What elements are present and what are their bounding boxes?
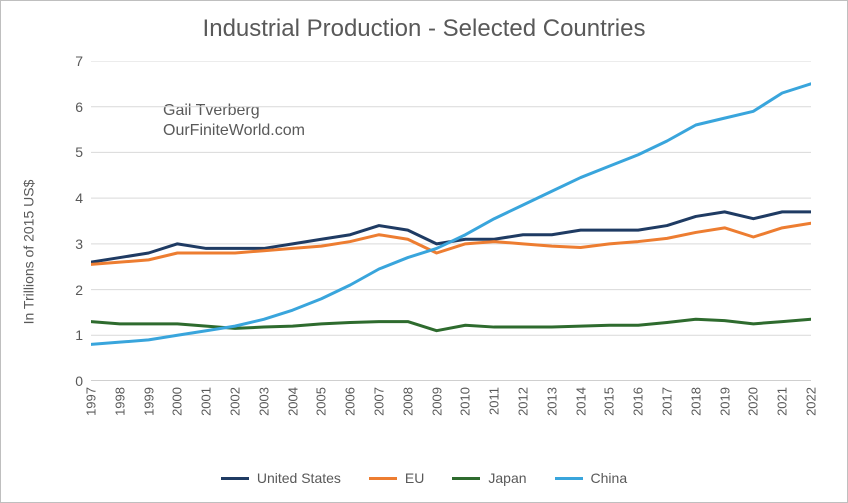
x-tick-label: 1999 <box>141 387 156 416</box>
y-tick-label: 0 <box>75 373 83 389</box>
legend-item: Japan <box>452 470 526 486</box>
x-tick-label: 2007 <box>372 387 387 416</box>
x-tick-label: 2011 <box>487 387 502 415</box>
legend-item: China <box>555 470 628 486</box>
y-tick-label: 6 <box>75 99 83 115</box>
legend-item: EU <box>369 470 424 486</box>
x-tick-label: 2016 <box>631 387 646 416</box>
y-tick-label: 3 <box>75 236 83 252</box>
x-tick-label: 2000 <box>170 387 185 416</box>
legend-item: United States <box>221 470 341 486</box>
y-tick-label: 4 <box>75 190 83 206</box>
x-tick-label: 2020 <box>746 387 761 416</box>
y-axis-label: In Trillions of 2015 US$ <box>20 179 36 324</box>
x-tick-label: 2005 <box>314 387 329 416</box>
y-tick-label: 1 <box>75 327 83 343</box>
x-tick-label: 2021 <box>775 387 790 416</box>
x-tick-label: 2008 <box>400 387 415 416</box>
x-tick-label: 2003 <box>256 387 271 416</box>
x-tick-label: 2012 <box>516 387 531 416</box>
x-tick-label: 2015 <box>602 387 617 416</box>
plot-area: 0123456719971998199920002001200220032004… <box>91 61 811 381</box>
x-tick-label: 1997 <box>84 387 99 416</box>
x-tick-label: 2013 <box>544 387 559 416</box>
legend: United States EU Japan China <box>1 470 847 486</box>
plot-svg <box>91 61 811 381</box>
x-tick-label: 2019 <box>717 387 732 416</box>
y-tick-label: 5 <box>75 144 83 160</box>
legend-swatch <box>452 477 480 480</box>
chart-title: Industrial Production - Selected Countri… <box>1 15 847 43</box>
legend-label: Japan <box>488 470 526 486</box>
x-tick-label: 2009 <box>429 387 444 416</box>
x-tick-label: 2004 <box>285 387 300 416</box>
legend-label: United States <box>257 470 341 486</box>
chart-container: Industrial Production - Selected Countri… <box>0 0 848 503</box>
x-tick-label: 1998 <box>112 387 127 416</box>
x-tick-label: 2002 <box>228 387 243 416</box>
legend-label: EU <box>405 470 424 486</box>
x-tick-label: 2018 <box>688 387 703 416</box>
y-tick-label: 7 <box>75 53 83 69</box>
x-tick-label: 2014 <box>573 387 588 416</box>
legend-swatch <box>555 477 583 480</box>
legend-label: China <box>591 470 628 486</box>
x-tick-label: 2010 <box>458 387 473 416</box>
x-tick-label: 2017 <box>660 387 675 416</box>
legend-swatch <box>221 477 249 480</box>
x-tick-label: 2006 <box>343 387 358 416</box>
legend-swatch <box>369 477 397 480</box>
x-tick-label: 2001 <box>199 387 214 416</box>
series-line <box>91 319 811 330</box>
y-tick-label: 2 <box>75 282 83 298</box>
x-tick-label: 2022 <box>804 387 819 416</box>
series-line <box>91 212 811 262</box>
